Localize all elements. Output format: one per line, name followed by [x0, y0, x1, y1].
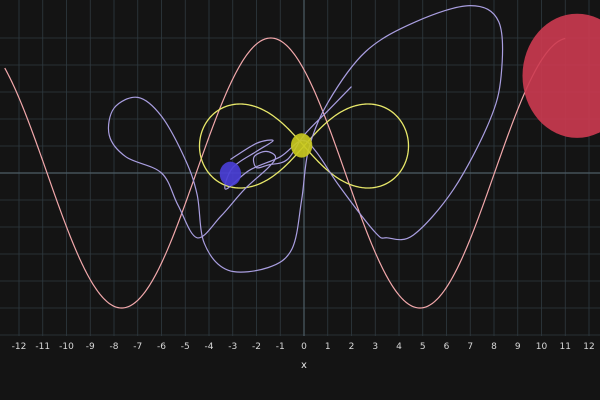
x-tick-label: -9 [86, 342, 95, 352]
x-tick-label: -10 [59, 342, 74, 352]
x-tick-label: -5 [181, 342, 190, 352]
x-tick-label: 1 [325, 342, 331, 352]
x-tick-label: -3 [228, 342, 237, 352]
x-tick-label: 2 [349, 342, 355, 352]
x-tick-label: -8 [110, 342, 119, 352]
axes [0, 0, 600, 336]
figure-eight-curve [198, 103, 410, 189]
x-axis-label: x [301, 360, 307, 371]
x-tick-label: 3 [372, 342, 378, 352]
x-tick-label: 9 [515, 342, 521, 352]
markers [219, 13, 600, 186]
x-tick-label: 5 [420, 342, 426, 352]
x-tick-label: 7 [467, 342, 473, 352]
sine-curve [4, 37, 566, 309]
x-axis-tick-labels: -12 -11 -10 -9 -8 -7 -6 -5 -4 -3 -2 -1 0 1 2 3 4 5 6 7 8 9 10 1… [12, 342, 595, 352]
x-tick-label: -7 [133, 342, 142, 352]
x-tick-label: -4 [205, 342, 214, 352]
x-tick-label: -2 [252, 342, 261, 352]
x-tick-label: 4 [396, 342, 402, 352]
x-tick-label: 12 [583, 342, 594, 352]
x-tick-label: 6 [444, 342, 450, 352]
x-tick-label: 8 [491, 342, 497, 352]
yellow-dot [290, 133, 313, 158]
x-tick-label: -11 [35, 342, 50, 352]
x-tick-label: -12 [12, 342, 27, 352]
x-tick-label: 0 [301, 342, 307, 352]
x-tick-label: -6 [157, 342, 166, 352]
x-tick-label: 11 [560, 342, 571, 352]
x-tick-label: -1 [276, 342, 285, 352]
blue-dot [219, 161, 242, 186]
x-tick-label: 10 [536, 342, 548, 352]
big-circle [522, 13, 600, 138]
